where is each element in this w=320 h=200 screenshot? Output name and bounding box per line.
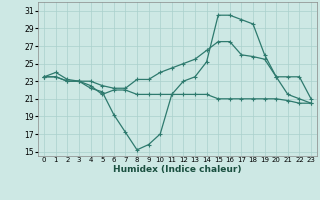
X-axis label: Humidex (Indice chaleur): Humidex (Indice chaleur) [113,165,242,174]
